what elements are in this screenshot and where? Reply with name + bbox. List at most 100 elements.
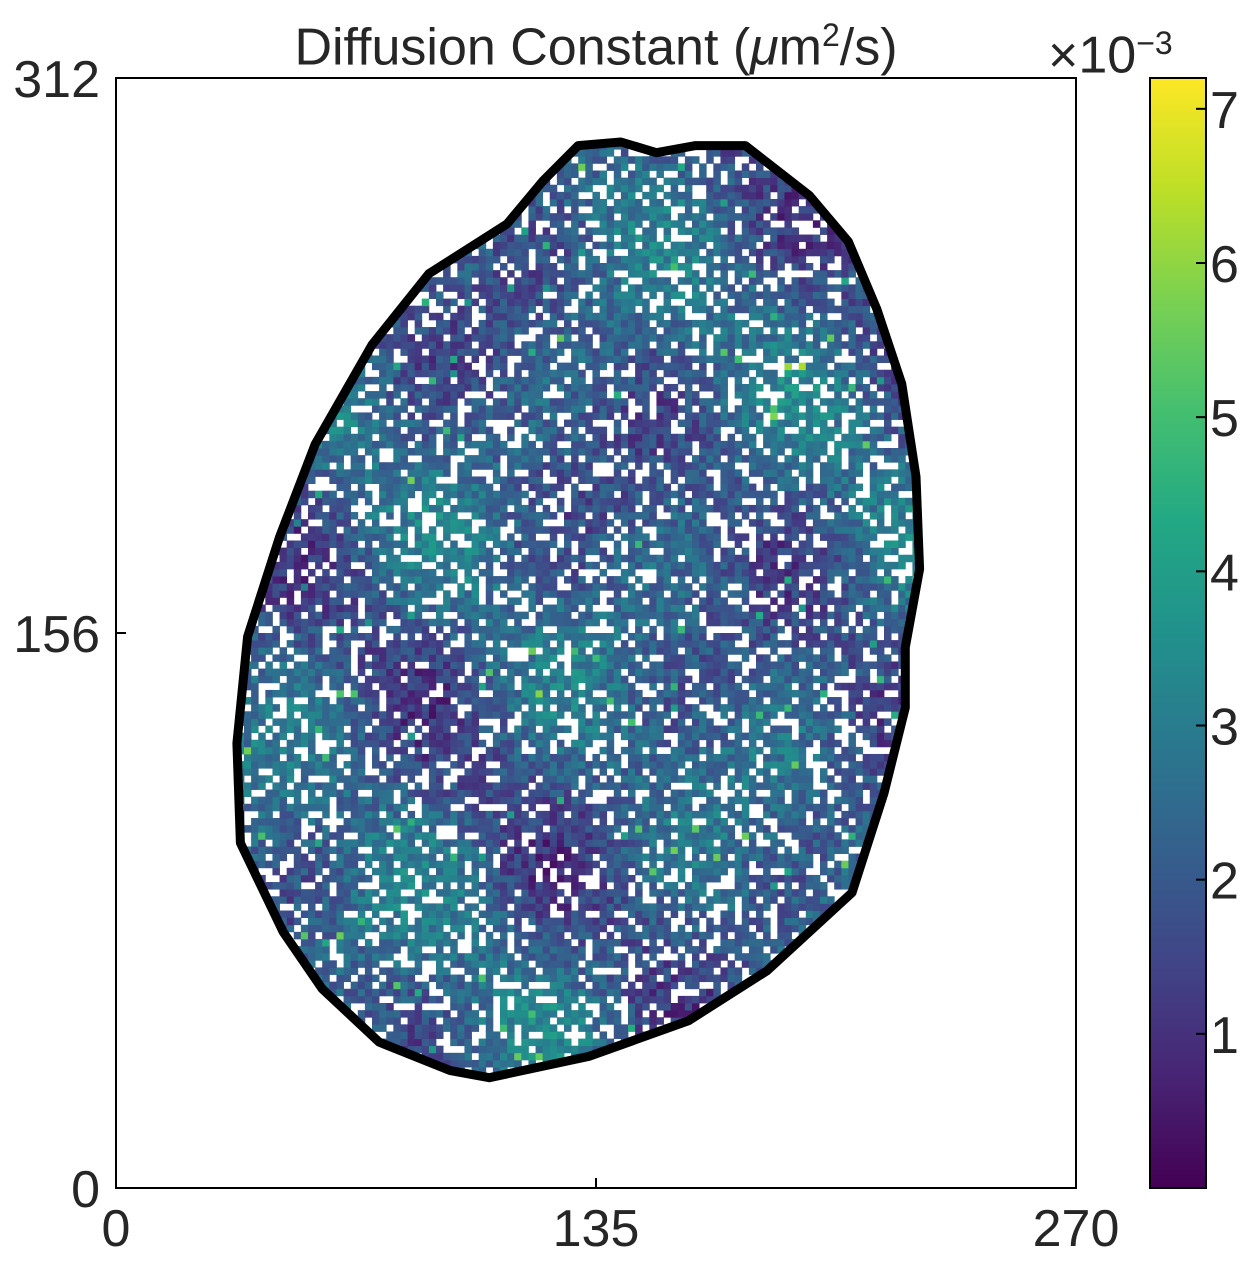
heatmap-cell: [791, 775, 800, 783]
heatmap-cell: [336, 725, 344, 734]
heatmap-cell: [699, 547, 707, 556]
heatmap-cell: [791, 711, 800, 719]
heatmap-cell: [805, 796, 814, 805]
heatmap-cell: [770, 554, 778, 563]
heatmap-cell: [741, 761, 750, 769]
heatmap-cell: [293, 682, 302, 691]
heatmap-cell: [791, 547, 800, 556]
heatmap-cell: [571, 768, 579, 776]
heatmap-cell: [500, 853, 508, 862]
heatmap-cell: [372, 839, 380, 847]
heatmap-cell: [464, 647, 472, 655]
heatmap-cell: [542, 924, 551, 933]
heatmap-cell: [407, 704, 416, 712]
heatmap-cell: [649, 746, 657, 755]
heatmap-cell: [542, 1017, 551, 1025]
heatmap-cell: [592, 1038, 600, 1047]
heatmap-cell: [400, 647, 408, 655]
heatmap-cell: [571, 874, 579, 883]
heatmap-cell: [329, 761, 337, 769]
heatmap-cell: [642, 618, 650, 627]
heatmap-cell: [293, 568, 302, 577]
heatmap-cell: [812, 818, 821, 826]
heatmap-cell: [663, 682, 672, 691]
heatmap-cell: [613, 761, 622, 769]
heatmap-cell: [500, 590, 508, 598]
heatmap-cell: [485, 697, 494, 705]
heatmap-cell: [670, 540, 679, 549]
heatmap-cell: [820, 576, 828, 584]
heatmap-cell: [457, 590, 465, 598]
heatmap-cell: [727, 604, 736, 613]
heatmap-cell: [464, 753, 472, 762]
heatmap-cell: [556, 1017, 565, 1025]
heatmap-cell: [741, 746, 750, 755]
heatmap-cell: [364, 1003, 373, 1011]
heatmap-cell: [798, 554, 807, 563]
heatmap-cell: [528, 1024, 536, 1032]
heatmap-cell: [514, 746, 522, 755]
heatmap-cell: [528, 1038, 536, 1047]
heatmap-cell: [777, 611, 785, 620]
heatmap-cell: [798, 825, 807, 833]
heatmap-cell: [485, 960, 494, 968]
heatmap-cell: [592, 583, 600, 591]
heatmap-cell: [848, 718, 856, 726]
heatmap-cell: [464, 504, 472, 513]
heatmap-cell: [443, 938, 451, 947]
heatmap-cell: [613, 782, 622, 790]
heatmap-cell: [855, 711, 864, 719]
heatmap-cell: [748, 753, 757, 762]
heatmap-cell: [336, 554, 344, 563]
heatmap-cell: [443, 725, 451, 734]
heatmap-cell: [421, 953, 430, 961]
heatmap-cell: [571, 867, 579, 876]
heatmap-cell: [428, 903, 437, 911]
heatmap-cell: [848, 519, 856, 527]
heatmap-cell: [450, 903, 458, 911]
heatmap-cell: [357, 753, 366, 762]
heatmap-cell: [564, 988, 572, 997]
heatmap-cell: [414, 725, 423, 734]
heatmap-cell: [364, 661, 373, 669]
heatmap-cell: [393, 803, 401, 812]
heatmap-cell: [834, 561, 842, 570]
heatmap-cell: [379, 1024, 387, 1032]
heatmap-cell: [315, 504, 323, 513]
heatmap-cell: [720, 931, 728, 940]
heatmap-cell: [329, 504, 337, 513]
heatmap-cell: [386, 654, 394, 662]
heatmap-cell: [443, 654, 451, 662]
heatmap-cell: [656, 618, 664, 627]
heatmap-cell: [841, 839, 849, 847]
heatmap-cell: [364, 917, 373, 926]
heatmap-cell: [791, 689, 800, 698]
heatmap-cell: [805, 675, 814, 684]
heatmap-cell: [606, 775, 615, 783]
heatmap-cell: [585, 526, 593, 534]
heatmap-cell: [805, 568, 814, 577]
heatmap-cell: [784, 568, 792, 577]
heatmap-cell: [535, 547, 544, 556]
heatmap-cell: [500, 497, 508, 506]
heatmap-cell: [428, 846, 437, 854]
heatmap-cell: [670, 533, 679, 541]
heatmap-cell: [891, 561, 899, 570]
heatmap-cell: [386, 946, 394, 954]
heatmap-cell: [556, 597, 565, 605]
heatmap-cell: [300, 874, 309, 883]
heatmap-cell: [635, 889, 643, 897]
heatmap-cell: [450, 618, 458, 627]
heatmap-cell: [564, 561, 572, 570]
heatmap-cell: [748, 953, 757, 961]
heatmap-cell: [514, 633, 522, 641]
heatmap-cell: [649, 853, 657, 862]
heatmap-cell: [720, 846, 728, 854]
heatmap-cell: [450, 874, 458, 883]
heatmap-cell: [379, 803, 387, 812]
heatmap-cell: [336, 732, 344, 741]
heatmap-cell: [620, 568, 629, 577]
heatmap-cell: [507, 789, 515, 798]
heatmap-cell: [592, 960, 600, 968]
heatmap-cell: [286, 618, 295, 627]
